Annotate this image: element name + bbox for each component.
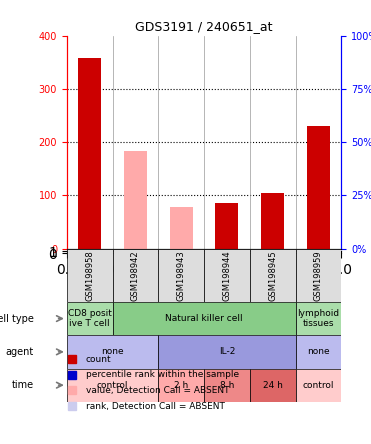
FancyBboxPatch shape (296, 335, 341, 369)
Bar (307, 126, 330, 249)
FancyBboxPatch shape (67, 302, 112, 335)
Text: IL-2: IL-2 (219, 347, 235, 357)
Text: GSM198945: GSM198945 (268, 250, 277, 301)
FancyBboxPatch shape (67, 335, 158, 369)
Text: GSM198943: GSM198943 (177, 250, 186, 301)
Text: GSM198942: GSM198942 (131, 250, 140, 301)
FancyBboxPatch shape (158, 369, 204, 402)
Text: percentile rank within the sample: percentile rank within the sample (86, 370, 239, 380)
FancyBboxPatch shape (204, 249, 250, 302)
Text: Natural killer cell: Natural killer cell (165, 314, 243, 323)
Text: GSM198959: GSM198959 (314, 250, 323, 301)
FancyBboxPatch shape (296, 302, 341, 335)
Text: GSM198958: GSM198958 (85, 250, 94, 301)
FancyBboxPatch shape (296, 369, 341, 402)
Text: time: time (12, 380, 34, 390)
Bar (170, 207, 193, 249)
Text: rank, Detection Call = ABSENT: rank, Detection Call = ABSENT (86, 401, 225, 411)
FancyBboxPatch shape (296, 249, 341, 302)
Text: control: control (97, 381, 128, 390)
Text: cell type: cell type (0, 313, 34, 324)
Text: control: control (303, 381, 334, 390)
Text: lymphoid
tissues: lymphoid tissues (298, 309, 339, 328)
Text: count: count (86, 355, 112, 364)
FancyBboxPatch shape (67, 249, 112, 302)
Text: CD8 posit
ive T cell: CD8 posit ive T cell (68, 309, 112, 328)
Bar (216, 203, 239, 249)
FancyBboxPatch shape (112, 302, 296, 335)
FancyBboxPatch shape (250, 369, 296, 402)
FancyBboxPatch shape (158, 335, 296, 369)
FancyBboxPatch shape (158, 249, 204, 302)
Title: GDS3191 / 240651_at: GDS3191 / 240651_at (135, 20, 273, 33)
Text: none: none (307, 347, 330, 357)
Text: agent: agent (6, 347, 34, 357)
FancyBboxPatch shape (67, 369, 158, 402)
Text: 24 h: 24 h (263, 381, 283, 390)
Bar (124, 151, 147, 249)
FancyBboxPatch shape (250, 249, 296, 302)
Text: 8 h: 8 h (220, 381, 234, 390)
Text: GSM198944: GSM198944 (223, 250, 232, 301)
Bar (78, 58, 101, 249)
Text: none: none (101, 347, 124, 357)
FancyBboxPatch shape (112, 249, 158, 302)
Bar (261, 193, 284, 249)
Text: value, Detection Call = ABSENT: value, Detection Call = ABSENT (86, 386, 230, 395)
FancyBboxPatch shape (204, 369, 250, 402)
Text: 2 h: 2 h (174, 381, 188, 390)
